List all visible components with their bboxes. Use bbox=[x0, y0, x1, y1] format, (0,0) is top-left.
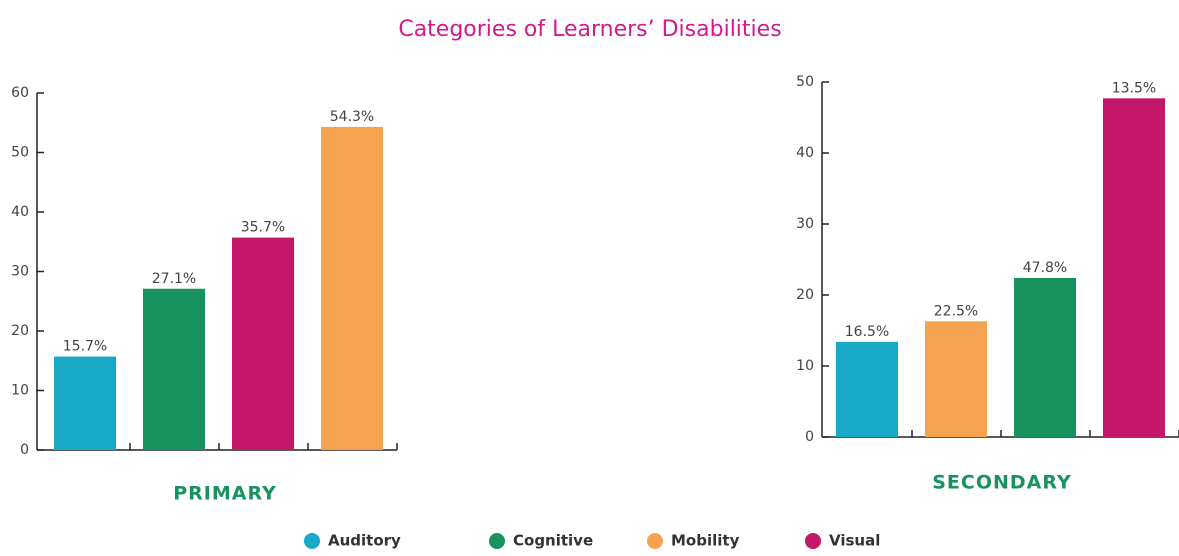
bar bbox=[836, 341, 898, 437]
y-tick-label: 30 bbox=[11, 264, 29, 280]
bar bbox=[54, 356, 116, 450]
bar bbox=[232, 237, 294, 450]
y-tick-label: 20 bbox=[11, 323, 29, 339]
legend-swatch bbox=[489, 533, 505, 549]
legend-swatch bbox=[805, 533, 821, 549]
legend-label: Auditory bbox=[328, 532, 401, 550]
bar bbox=[143, 288, 205, 450]
y-tick-label: 0 bbox=[805, 429, 814, 445]
y-tick-label: 10 bbox=[796, 358, 814, 374]
legend-label: Mobility bbox=[671, 532, 740, 550]
y-tick-label: 50 bbox=[11, 145, 29, 161]
y-tick-label: 0 bbox=[20, 442, 29, 458]
value-label: 16.5% bbox=[845, 324, 889, 340]
legend-label: Visual bbox=[829, 532, 880, 550]
y-tick-label: 30 bbox=[796, 216, 814, 232]
value-label: 27.1% bbox=[152, 271, 196, 287]
y-tick-label: 40 bbox=[11, 204, 29, 220]
value-label: 47.8% bbox=[1023, 260, 1067, 276]
y-tick-label: 20 bbox=[796, 287, 814, 303]
legend-swatch bbox=[647, 533, 663, 549]
legend-swatch bbox=[304, 533, 320, 549]
chart-title: Categories of Learners’ Disabilities bbox=[398, 17, 781, 42]
bar bbox=[321, 126, 383, 450]
subchart-title: SECONDARY bbox=[932, 472, 1072, 494]
bar bbox=[1014, 277, 1076, 437]
y-tick-label: 40 bbox=[796, 145, 814, 161]
subchart-title: PRIMARY bbox=[173, 483, 277, 505]
legend-label: Cognitive bbox=[513, 532, 593, 550]
value-label: 15.7% bbox=[63, 339, 107, 355]
y-tick-label: 50 bbox=[796, 74, 814, 90]
value-label: 54.3% bbox=[330, 109, 374, 125]
bar bbox=[1103, 98, 1165, 437]
y-tick-label: 10 bbox=[11, 383, 29, 399]
value-label: 35.7% bbox=[241, 220, 285, 236]
value-label: 13.5% bbox=[1112, 80, 1156, 96]
bar bbox=[925, 321, 987, 437]
value-label: 22.5% bbox=[934, 303, 978, 319]
y-tick-label: 60 bbox=[11, 85, 29, 101]
